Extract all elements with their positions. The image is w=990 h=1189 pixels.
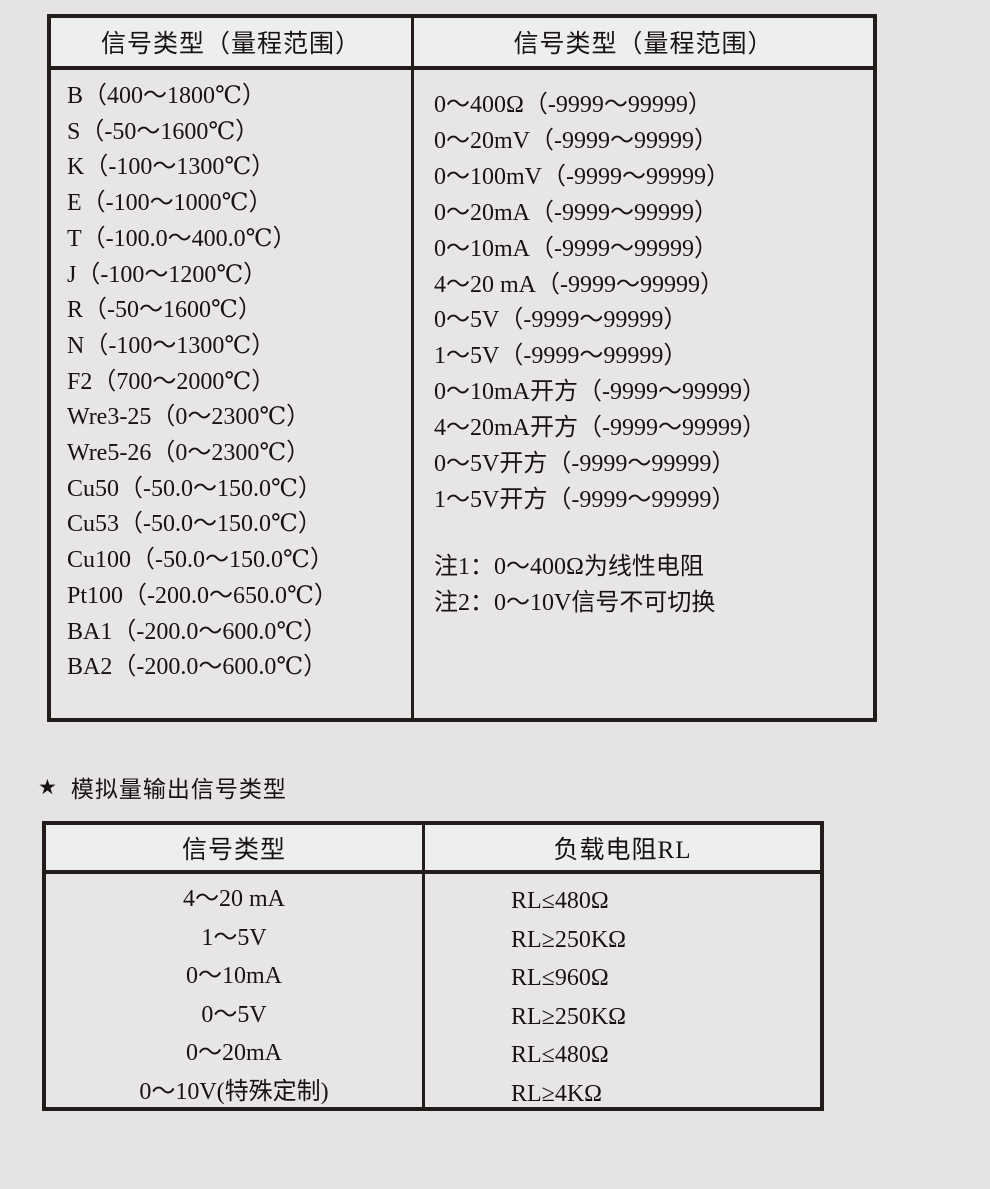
table-row: RL≤480Ω xyxy=(511,888,609,914)
list-item: J（-100～1200℃） xyxy=(67,261,268,288)
list-item: BA2（-200.0～600.0℃） xyxy=(67,654,328,681)
list-item: F2（700～2000℃） xyxy=(67,368,276,395)
table-row: 0～5V xyxy=(201,1001,267,1028)
analog-output-types-table: 信号类型 负载电阻RL 4～20 mA 1～5V 0～10mA 0～5V 0～2… xyxy=(42,821,824,1111)
list-item: N（-100～1300℃） xyxy=(67,332,276,359)
table-header-row: 信号类型（量程范围） 信号类型（量程范围） xyxy=(51,18,873,70)
section-heading-label: 模拟量输出信号类型 xyxy=(70,776,287,802)
list-item: Wre3-25（0～2300℃） xyxy=(67,404,311,431)
list-item: 0～20mA（-9999～99999） xyxy=(434,199,718,226)
table-row: 0～10mA xyxy=(186,963,282,989)
signal-input-types-table: 信号类型（量程范围） 信号类型（量程范围） B（400～1800℃） S（-50… xyxy=(47,14,877,722)
table-row: 0～10V(特殊定制) xyxy=(139,1078,329,1105)
table-row: RL≤480Ω xyxy=(511,1042,609,1068)
table-row: 4～20 mA xyxy=(183,886,285,912)
list-item: E（-100～1000℃） xyxy=(67,190,273,217)
table-row: 1～5V xyxy=(201,924,267,951)
list-item: 4～20mA开方（-9999～99999） xyxy=(434,415,766,442)
list-item: 4～20 mA（-9999～99999） xyxy=(434,271,724,298)
notes-block: 注1：0～400Ω为线性电阻 注2：0～10V信号不可切换 xyxy=(434,549,873,621)
table-header-row: 信号类型 负载电阻RL xyxy=(46,825,820,874)
list-item: Cu50（-50.0～150.0℃） xyxy=(67,475,322,502)
list-item: R（-50～1600℃） xyxy=(67,297,262,324)
table-row: RL≥250KΩ xyxy=(511,1003,627,1030)
column-header-signal-type-right: 信号类型（量程范围） xyxy=(513,31,774,58)
list-item: 0～5V（-9999～99999） xyxy=(434,307,688,334)
list-item: 0～10mA开方（-9999～99999） xyxy=(434,379,766,406)
table-row: RL≤960Ω xyxy=(511,965,609,991)
list-item: 1～5V（-9999～99999） xyxy=(434,343,688,370)
note-1: 注1：0～400Ω为线性电阻 xyxy=(434,553,704,580)
list-item: S（-50～1600℃） xyxy=(67,118,260,145)
column-header-load-resistance: 负载电阻RL xyxy=(553,836,692,864)
signal-type-column: 4～20 mA 1～5V 0～10mA 0～5V 0～20mA 0～10V(特殊… xyxy=(46,874,425,1107)
list-item: BA1（-200.0～600.0℃） xyxy=(67,618,328,645)
table-row: RL≥250KΩ xyxy=(511,926,627,953)
column-header-signal-type: 信号类型 xyxy=(46,825,425,870)
list-item: 1～5V开方（-9999～99999） xyxy=(434,486,736,513)
list-item: 0～100mV（-9999～99999） xyxy=(434,163,730,190)
list-item: T（-100.0～400.0℃） xyxy=(67,225,297,252)
list-item: Cu53（-50.0～150.0℃） xyxy=(67,511,322,538)
list-item: 0～20mV（-9999～99999） xyxy=(434,127,718,154)
table-row: 0～20mA xyxy=(186,1040,282,1066)
list-item: 0～400Ω（-9999～99999） xyxy=(434,92,712,118)
list-item: Wre5-26（0～2300℃） xyxy=(67,440,311,467)
note-2: 注2：0～10V信号不可切换 xyxy=(434,589,716,616)
load-resistance-column: RL≤480Ω RL≥250KΩ RL≤960Ω RL≥250KΩ RL≤480… xyxy=(425,874,820,1107)
list-item: Cu100（-50.0～150.0℃） xyxy=(67,547,334,574)
table-body: 4～20 mA 1～5V 0～10mA 0～5V 0～20mA 0～10V(特殊… xyxy=(46,874,820,1107)
list-item: K（-100～1300℃） xyxy=(67,154,276,181)
list-item: Pt100（-200.0～650.0℃） xyxy=(67,582,338,609)
table-row: RL≥4KΩ xyxy=(511,1080,603,1107)
star-icon: ★ xyxy=(38,775,58,799)
list-item: 0～5V开方（-9999～99999） xyxy=(434,451,736,478)
list-item: B（400～1800℃） xyxy=(67,83,266,109)
table-body: B（400～1800℃） S（-50～1600℃） K（-100～1300℃） … xyxy=(51,70,873,718)
column-header-signal-type-left: 信号类型（量程范围） xyxy=(51,18,414,66)
list-item: 0～10mA（-9999～99999） xyxy=(434,235,718,262)
linear-signal-column: 0～400Ω（-9999～99999） 0～20mV（-9999～99999） … xyxy=(414,70,873,718)
section-heading-analog-output: ★ 模拟量输出信号类型 xyxy=(38,770,287,804)
thermocouple-rtd-column: B（400～1800℃） S（-50～1600℃） K（-100～1300℃） … xyxy=(51,70,414,718)
